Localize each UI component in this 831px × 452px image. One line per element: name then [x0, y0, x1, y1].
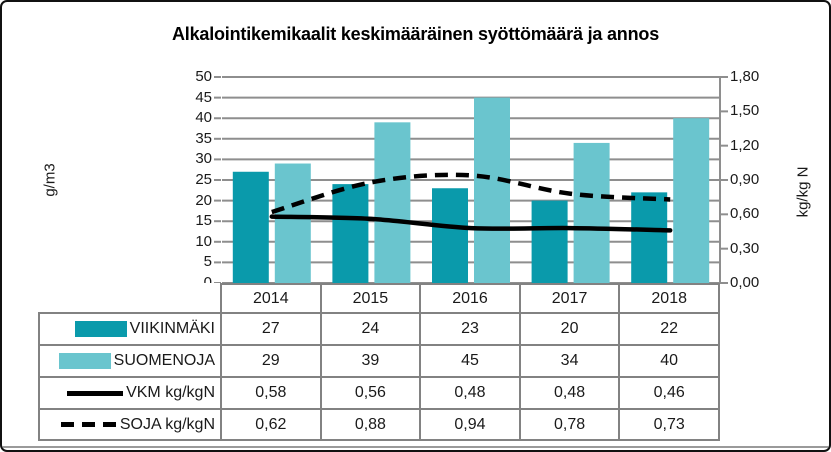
legend-key: SUOMENOJA: [41, 352, 219, 370]
bar: [432, 188, 468, 283]
table-value-cell: 0,73: [618, 408, 720, 441]
year-header-cell: 2015: [319, 283, 422, 314]
table-value-cell: 29: [220, 344, 322, 378]
year-header-cell: 2014: [220, 283, 322, 314]
year-header-cell: 2017: [518, 283, 621, 314]
table-row: VIIKINMÄKI 27 24 23 20 22: [38, 312, 720, 346]
legend-cell: VKM kg/kgN: [38, 376, 222, 410]
table-value-cell: 24: [319, 312, 422, 346]
table-value-cell: 0,56: [319, 376, 422, 410]
bottom-divider: [2, 446, 829, 448]
legend-swatch-icon: [74, 321, 127, 337]
table-value-cell: 20: [518, 312, 621, 346]
right-axis-tick-label: 1,80: [730, 68, 760, 85]
table-value-cell: 0,62: [220, 408, 322, 441]
table-row: SOJA kg/kgN 0,62 0,88 0,94 0,78 0,73: [38, 408, 720, 441]
bar: [531, 200, 568, 283]
table-value-cell: 34: [518, 344, 621, 378]
legend-label: VIIKINMÄKI: [129, 320, 215, 337]
table-year-row: 2014 2015 2016 2017 2018: [39, 283, 720, 314]
legend-cell: SOJA kg/kgN: [38, 408, 222, 441]
bar: [474, 97, 510, 283]
legend-key: VKM kg/kgN: [41, 384, 219, 402]
left-axis-tick-label: 50: [195, 68, 212, 85]
right-axis-tick-label: 1,50: [730, 102, 760, 120]
right-axis-tick-label: 0,30: [730, 239, 760, 257]
legend-swatch-icon: [58, 353, 111, 369]
table-value-cell: 39: [319, 344, 422, 378]
left-axis-tick-label: 45: [195, 88, 212, 106]
right-axis-tick-label: 0,60: [730, 205, 760, 223]
table-value-cell: 0,48: [518, 376, 621, 410]
left-axis-tick-label: 0: [166, 274, 212, 292]
legend-dashed-line-icon: [60, 422, 117, 427]
legend-label: SOJA kg/kgN: [119, 415, 215, 433]
bar: [374, 122, 411, 283]
table-row: SUOMENOJA 29 39 45 34 40: [38, 344, 720, 378]
table-value-cell: 0,46: [618, 376, 720, 410]
bar: [673, 118, 710, 283]
legend-cell: VIIKINMÄKI: [38, 312, 222, 346]
line-series-solid: [269, 214, 673, 233]
legend-solid-line-icon: [67, 390, 124, 396]
table-value-cell: 0,78: [518, 408, 621, 441]
left-axis-tick-label: 30: [195, 150, 212, 168]
chart-title: Alkalointikemikaalit keskimääräinen syöt…: [171, 24, 660, 44]
bar: [274, 163, 311, 283]
table-value-cell: 23: [419, 312, 521, 346]
right-axis-tick-label: 1,20: [730, 136, 760, 154]
left-axis-tick-label: 5: [203, 253, 212, 271]
bar: [332, 184, 369, 283]
year-header-cell: 2018: [618, 283, 720, 314]
data-table: 2014 2015 2016 2017 2018 VIIKINMÄKI 27 24 23 20 22…: [38, 283, 720, 441]
left-axis-tick-label: 10: [195, 232, 212, 250]
left-axis-tick-label: 35: [195, 129, 212, 147]
legend-label: SUOMENOJA: [113, 352, 215, 369]
legend-cell: SUOMENOJA: [38, 344, 222, 378]
left-axis-tick-label: 20: [195, 191, 212, 209]
bar: [232, 171, 269, 283]
right-axis-tick-label: 0,00: [730, 274, 760, 291]
table-value-cell: 45: [419, 344, 521, 378]
table-value-cell: 0,58: [220, 376, 322, 410]
bar: [573, 142, 610, 283]
legend-key: SOJA kg/kgN: [41, 415, 219, 434]
left-axis-tick-label: 40: [195, 109, 212, 127]
right-axis-tick-label: 0,90: [730, 171, 760, 188]
table-value-cell: 0,88: [319, 408, 422, 441]
table-row: VKM kg/kgN 0,58 0,56 0,48 0,48 0,46: [38, 376, 720, 410]
legend-label: VKM kg/kgN: [126, 384, 215, 401]
table-value-cell: 0,48: [419, 376, 521, 410]
table-corner-cell: [39, 284, 222, 314]
table-value-cell: 0,94: [419, 408, 521, 441]
line-series-dashed: [271, 172, 671, 215]
table-value-cell: 22: [618, 312, 720, 346]
bar: [631, 192, 668, 283]
legend-key: VIIKINMÄKI: [41, 320, 219, 338]
table-value-cell: 27: [220, 312, 322, 346]
left-axis-tick-label: 25: [195, 171, 212, 188]
left-axis-tick-label: 15: [195, 212, 212, 230]
table-value-cell: 40: [618, 344, 720, 378]
year-header-cell: 2016: [419, 283, 521, 314]
